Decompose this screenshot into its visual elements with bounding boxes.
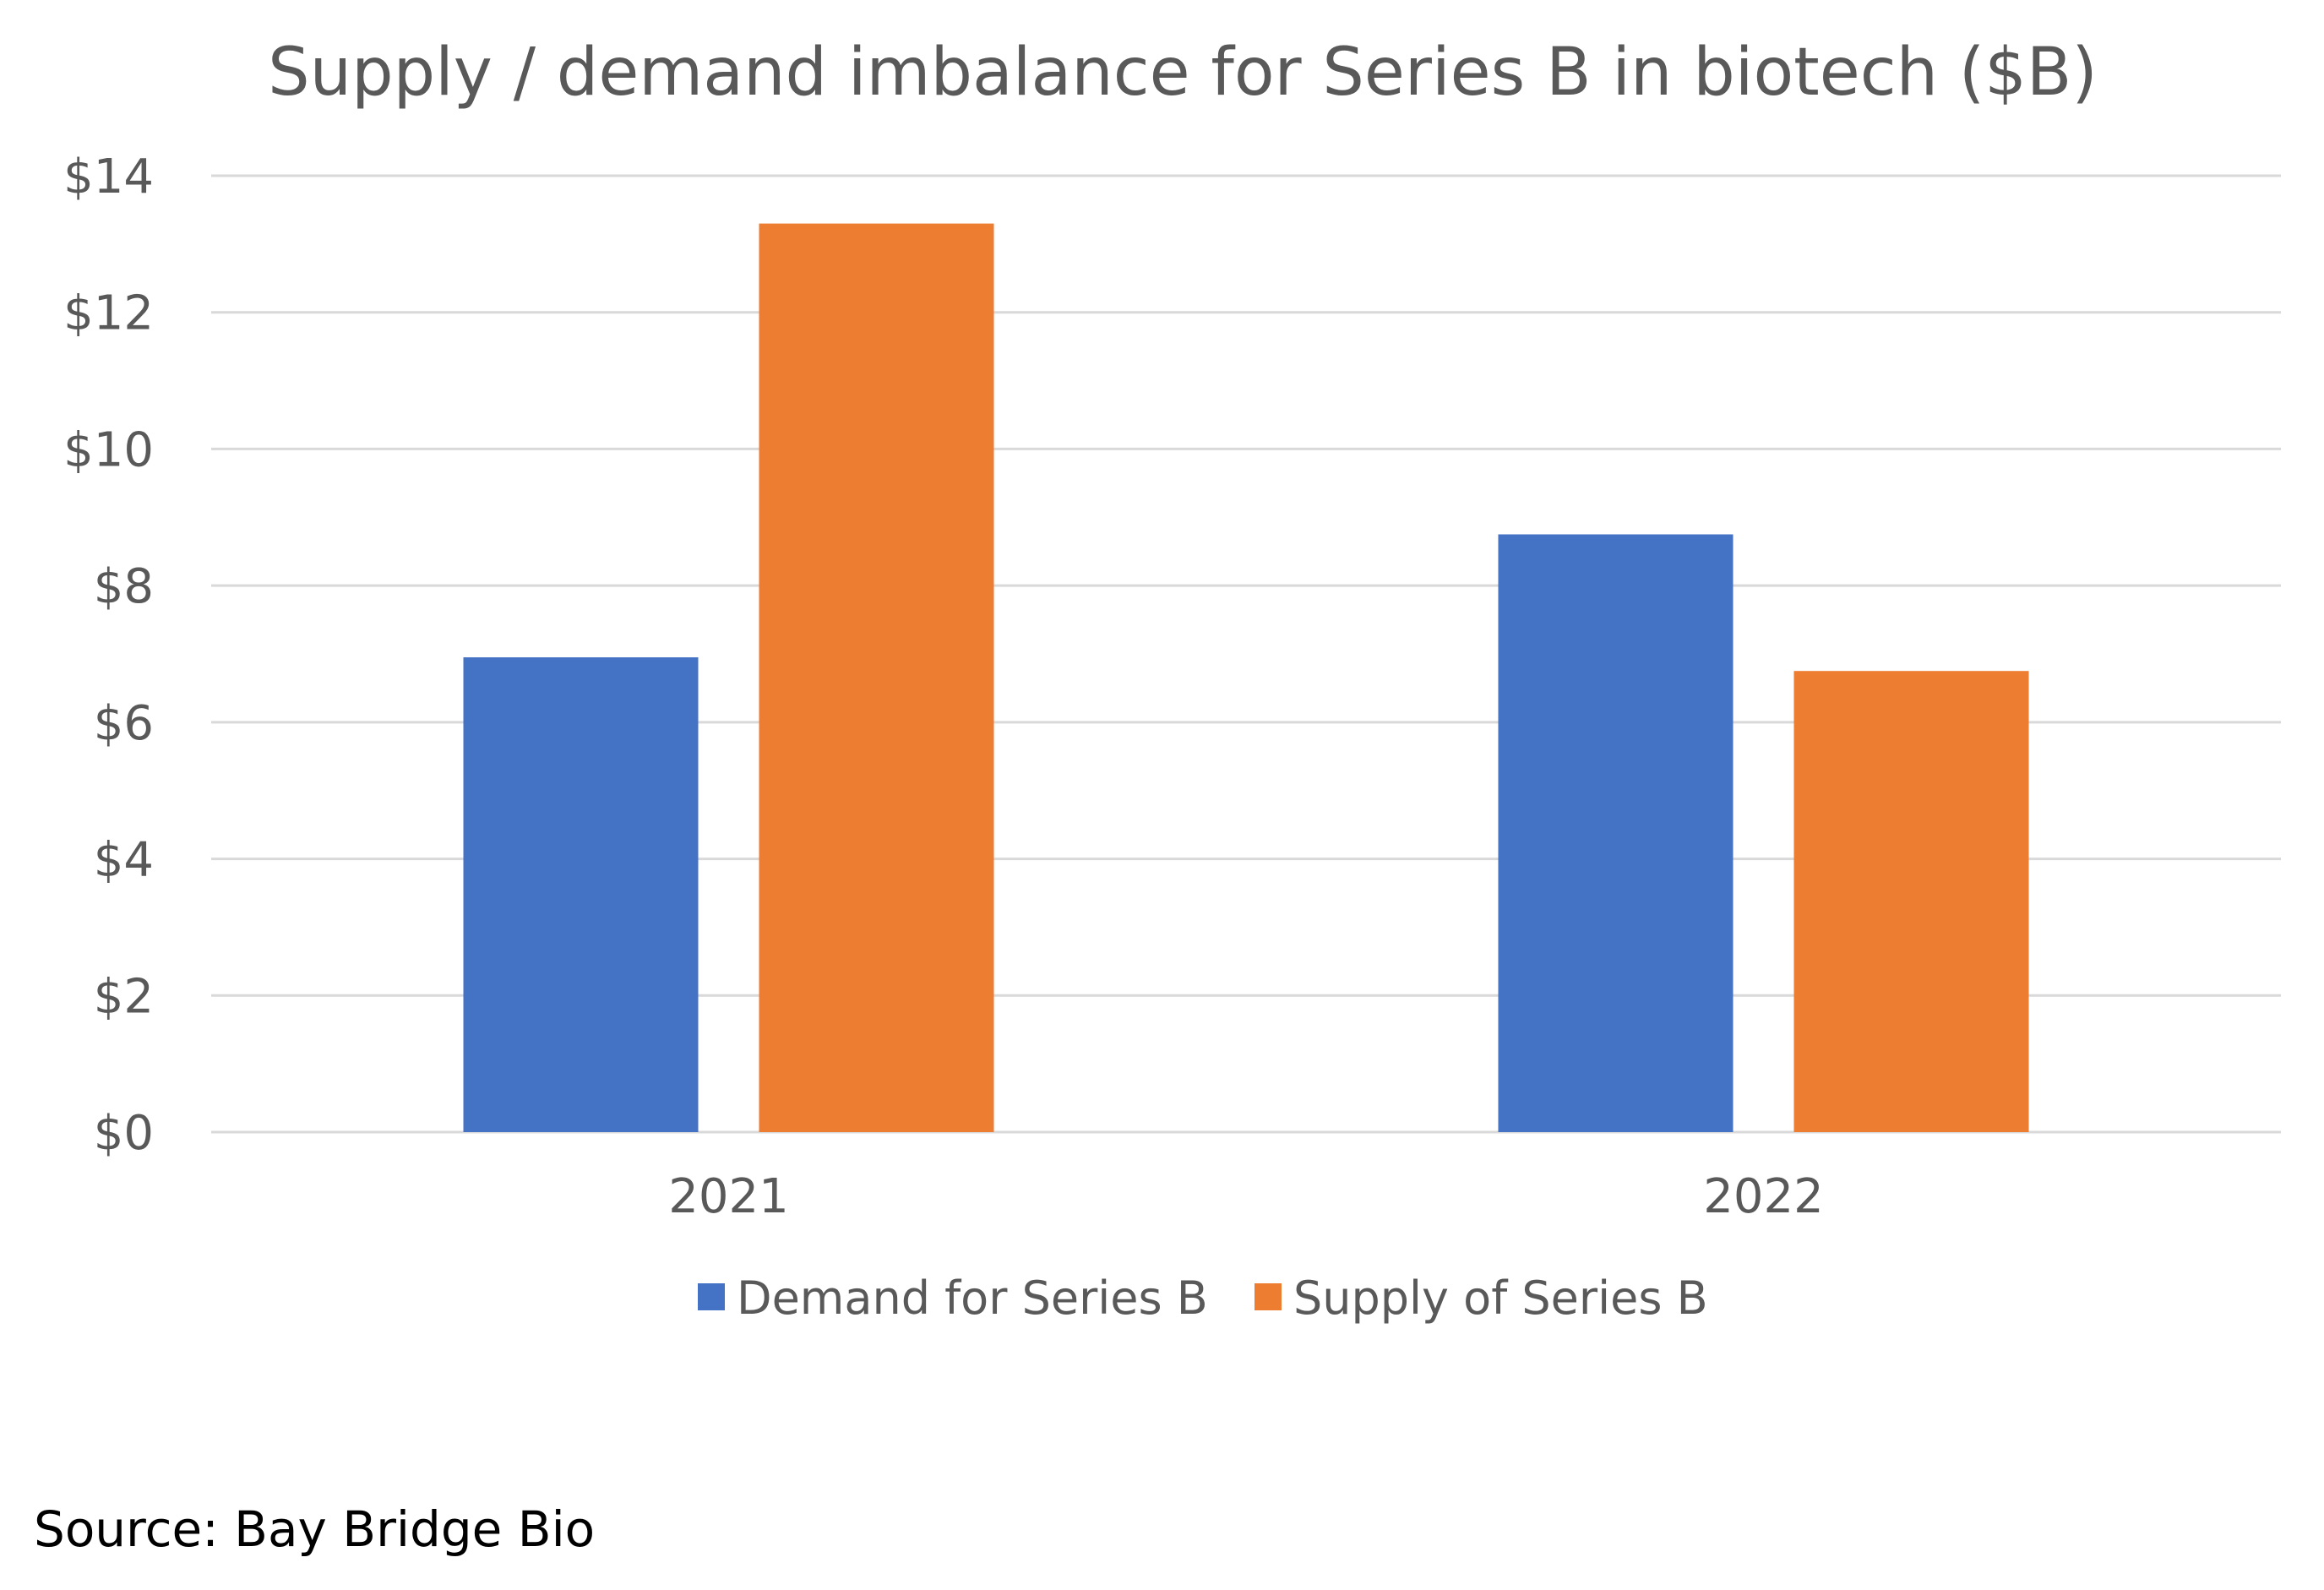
y-tick-label: $2	[94, 969, 154, 1024]
x-axis-tick-labels: 2021 2022	[668, 1169, 1824, 1224]
legend-swatch-supply	[1255, 1283, 1282, 1310]
chart-title: Supply / demand imbalance for Series B i…	[268, 35, 2098, 111]
x-tick-label-2022: 2022	[1703, 1169, 1824, 1224]
legend-label-demand: Demand for Series B	[737, 1271, 1208, 1325]
y-axis-tick-labels: $0 $2 $4 $6 $8 $10 $12 $14	[63, 150, 154, 1161]
y-tick-label: $12	[63, 286, 154, 341]
y-tick-label: $0	[94, 1106, 154, 1161]
y-tick-label: $8	[94, 559, 154, 614]
bars	[463, 223, 2029, 1133]
source-note: Source: Bay Bridge Bio	[34, 1500, 595, 1558]
y-tick-label: $14	[63, 150, 154, 204]
bar-2022-supply	[1793, 671, 2029, 1132]
y-tick-label: $6	[94, 696, 154, 751]
bar-2021-demand	[463, 657, 699, 1132]
x-tick-label-2021: 2021	[668, 1169, 789, 1224]
y-tick-label: $10	[63, 422, 154, 477]
bar-2022-demand	[1498, 534, 1733, 1132]
legend: Demand for Series B Supply of Series B	[698, 1271, 1708, 1325]
legend-swatch-demand	[698, 1283, 725, 1310]
y-tick-label: $4	[94, 833, 154, 888]
legend-label-supply: Supply of Series B	[1293, 1271, 1708, 1325]
bar-2021-supply	[759, 223, 994, 1133]
